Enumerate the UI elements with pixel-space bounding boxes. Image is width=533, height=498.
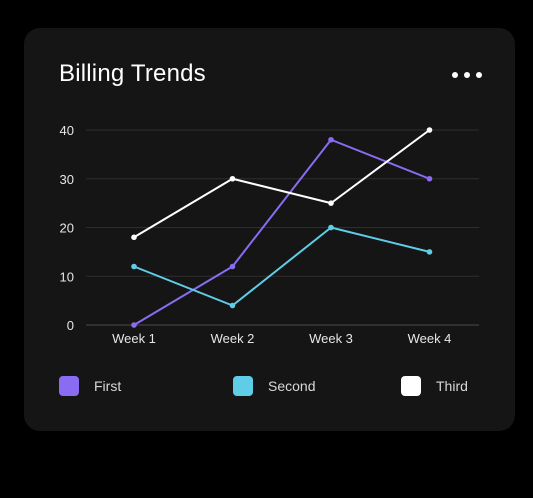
data-point-third (131, 234, 137, 241)
legend-swatch-first (59, 376, 79, 396)
data-point-third (229, 175, 236, 182)
more-dot (452, 72, 458, 78)
y-tick-label: 0 (67, 318, 74, 333)
legend-label-first: First (94, 378, 122, 394)
legend-swatch-third (401, 376, 421, 396)
data-point-first (131, 322, 137, 328)
series-line-third (133, 129, 431, 239)
data-point-first (328, 136, 334, 143)
data-point-third (328, 200, 334, 206)
chart-legend: First Second Third (59, 376, 479, 400)
line-chart: 0 10 20 30 40 Week 1 Week 2 Week 3 Week 4 (60, 123, 479, 346)
legend-item-second[interactable]: Second (233, 376, 315, 396)
more-options-icon[interactable] (452, 64, 482, 86)
data-point-second (328, 224, 334, 231)
data-point-third (426, 127, 433, 133)
data-point-second (131, 263, 137, 270)
legend-swatch-second (233, 376, 253, 396)
legend-item-first[interactable]: First (59, 376, 121, 396)
billing-trends-card: Billing Trends 0 10 20 30 40 Week 1 Week 2 Week… (24, 28, 515, 431)
data-point-first (426, 175, 433, 182)
data-point-first (229, 263, 236, 270)
data-point-second (229, 302, 236, 309)
legend-item-third[interactable]: Third (401, 376, 468, 396)
y-tick-label: 40 (60, 123, 74, 138)
data-point-second (426, 249, 433, 255)
x-tick-label: Week 3 (309, 331, 353, 346)
y-tick-label: 30 (60, 172, 74, 187)
series-line-second (133, 226, 431, 307)
y-tick-label: 20 (60, 221, 74, 236)
y-tick-label: 10 (60, 269, 74, 284)
card-title: Billing Trends (59, 60, 206, 87)
legend-label-second: Second (268, 378, 316, 394)
x-tick-label: Week 4 (408, 331, 452, 346)
series-line-first (133, 138, 431, 326)
more-dot (464, 72, 470, 78)
more-dot (476, 72, 482, 78)
legend-label-third: Third (436, 378, 468, 394)
x-tick-label: Week 2 (211, 331, 255, 346)
x-tick-label: Week 1 (112, 331, 156, 346)
